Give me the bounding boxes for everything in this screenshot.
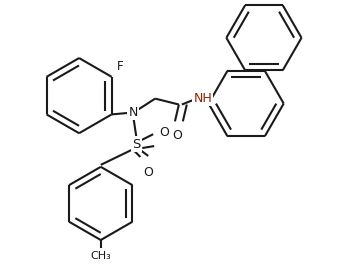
Text: CH₃: CH₃ <box>91 251 111 261</box>
Text: F: F <box>116 60 123 73</box>
Text: NH: NH <box>193 92 212 105</box>
Text: S: S <box>132 138 141 150</box>
Text: N: N <box>129 106 138 119</box>
Text: O: O <box>159 126 169 139</box>
Text: O: O <box>172 129 182 142</box>
Text: O: O <box>143 166 153 179</box>
